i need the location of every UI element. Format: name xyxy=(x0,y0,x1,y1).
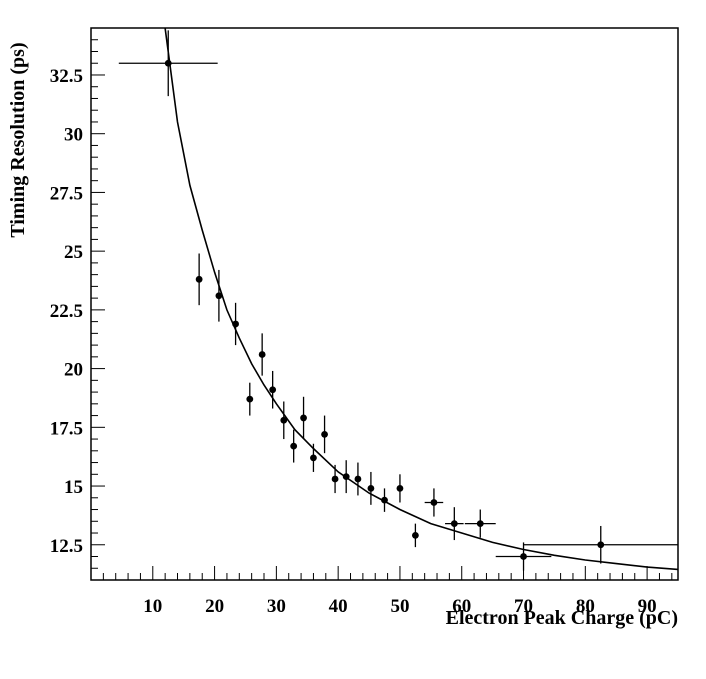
y-tick-label: 17.5 xyxy=(50,418,83,439)
data-marker xyxy=(232,320,239,328)
y-tick-label: 27.5 xyxy=(50,183,83,204)
data-point xyxy=(396,474,404,503)
data-point xyxy=(381,488,388,512)
data-point xyxy=(342,460,350,494)
data-marker xyxy=(354,475,362,483)
data-marker xyxy=(195,275,203,283)
data-marker xyxy=(269,386,277,394)
x-tick-label: 30 xyxy=(267,596,286,617)
data-marker xyxy=(310,454,317,462)
y-tick-label: 22.5 xyxy=(50,301,83,322)
data-point xyxy=(354,462,362,496)
y-tick-label: 30 xyxy=(64,125,83,146)
data-marker xyxy=(258,351,266,358)
data-point xyxy=(300,396,307,440)
data-marker xyxy=(331,475,339,483)
x-tick-label: 40 xyxy=(329,596,348,617)
data-points-layer xyxy=(118,30,678,571)
data-point xyxy=(464,509,496,538)
data-marker xyxy=(396,484,404,492)
data-point xyxy=(280,401,288,440)
data-marker xyxy=(597,541,605,549)
data-point xyxy=(523,525,678,564)
y-axis: 12.5 15 17.5 20 22.5 25 27.5 30 32.5 xyxy=(50,27,105,569)
data-marker xyxy=(342,473,350,481)
data-point xyxy=(269,370,277,409)
data-marker xyxy=(450,520,458,528)
data-marker xyxy=(367,484,375,492)
x-tick-label: 90 xyxy=(638,596,657,617)
data-point xyxy=(215,269,223,322)
y-axis-label: Timing Resolution (ps) xyxy=(7,42,29,237)
data-marker xyxy=(381,496,388,504)
data-point xyxy=(495,542,552,571)
y-tick-label: 12.5 xyxy=(50,536,83,557)
data-point xyxy=(310,443,317,472)
data-marker xyxy=(300,414,307,422)
data-point xyxy=(424,488,444,517)
x-axis-label: Electron Peak Charge (pC) xyxy=(446,607,678,629)
data-point xyxy=(367,471,375,505)
data-marker xyxy=(215,292,223,300)
data-point xyxy=(321,415,328,454)
y-tick-label: 15 xyxy=(64,477,83,498)
data-marker xyxy=(411,531,419,539)
x-tick-label: 80 xyxy=(576,596,595,617)
data-point xyxy=(232,302,239,346)
data-point xyxy=(290,429,298,463)
x-tick-label: 20 xyxy=(205,596,224,617)
x-axis: 10 20 30 40 50 60 70 80 90 xyxy=(102,566,673,617)
data-marker xyxy=(280,416,288,424)
data-marker xyxy=(520,553,527,560)
plot-frame xyxy=(90,27,679,581)
fit-curve xyxy=(164,28,678,571)
data-point xyxy=(411,523,419,548)
data-point xyxy=(246,382,254,416)
data-point xyxy=(195,253,203,306)
x-tick-label: 50 xyxy=(390,596,409,617)
y-tick-label: 32.5 xyxy=(50,66,83,87)
x-tick-label: 60 xyxy=(452,596,471,617)
x-tick-label: 70 xyxy=(514,596,533,617)
y-tick-label: 25 xyxy=(64,242,83,263)
data-point xyxy=(331,464,339,494)
fit-curve-layer xyxy=(164,28,678,571)
y-tick-label: 20 xyxy=(64,360,83,381)
data-marker xyxy=(246,395,254,403)
data-point xyxy=(118,30,218,97)
data-marker xyxy=(321,430,328,438)
data-marker xyxy=(476,520,484,528)
data-point xyxy=(258,333,266,376)
data-marker xyxy=(430,499,438,506)
data-point xyxy=(445,507,464,541)
data-marker xyxy=(164,59,172,67)
x-tick-label: 10 xyxy=(143,596,162,617)
data-marker xyxy=(290,442,298,450)
